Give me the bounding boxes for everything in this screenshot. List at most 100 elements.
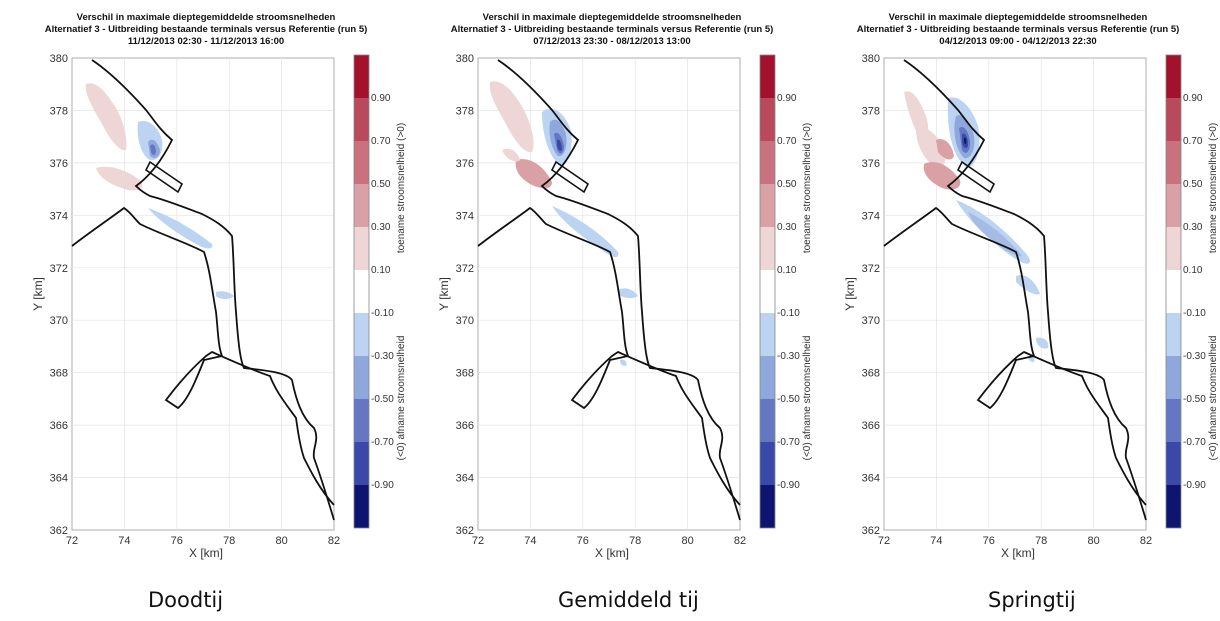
colorbar — [353, 54, 370, 529]
y-tick-label: 378 — [50, 105, 68, 117]
colorbar-band — [760, 184, 775, 227]
colorbar-lower-label: (<0) afname stroomsnelheid — [1208, 336, 1218, 461]
coastline-north — [903, 59, 1147, 521]
y-tick-label: 368 — [50, 368, 68, 380]
y-axis-label: Y [km] — [843, 277, 857, 311]
coastline-south — [71, 206, 335, 506]
colorbar-band — [354, 55, 369, 98]
colorbar-band — [760, 442, 775, 485]
colorbar-tick-label: -0.10 — [371, 308, 394, 319]
x-tick-label: 78 — [1035, 535, 1047, 547]
y-tick-label: 372 — [862, 263, 880, 275]
colorbar-band — [354, 141, 369, 184]
y-tick-label: 366 — [50, 420, 68, 432]
pier-outline — [956, 160, 996, 194]
y-tick-label: 370 — [50, 315, 68, 327]
colorbar-band — [1166, 184, 1181, 227]
colorbar-band — [760, 399, 775, 442]
colorbar-band — [760, 270, 775, 313]
figure-subtitle: Alternatief 3 - Uitbreiding bestaande te… — [451, 24, 774, 35]
colorbar-tick-label: 0.10 — [777, 265, 797, 276]
y-tick-label: 368 — [862, 368, 880, 380]
x-tick-label: 74 — [930, 535, 942, 547]
colorbar — [759, 54, 776, 529]
colorbar-band — [1166, 141, 1181, 184]
colorbar-tick-label: -0.70 — [371, 437, 394, 448]
y-tick-label: 376 — [862, 158, 880, 170]
colorbar-band — [354, 485, 369, 528]
colorbar-tick-label: 0.70 — [371, 136, 391, 147]
coastline-north — [497, 59, 741, 521]
colorbar-tick-label: 0.30 — [371, 222, 391, 233]
x-tick-label: 76 — [983, 535, 995, 547]
colorbar-band — [760, 55, 775, 98]
colorbar-tick-label: -0.90 — [371, 480, 394, 491]
colorbar-band — [354, 270, 369, 313]
coastline-south — [477, 206, 741, 506]
y-tick-label: 374 — [50, 210, 68, 222]
y-tick-label: 362 — [50, 525, 68, 537]
map-panel-doodtij: Verschil in maximale dieptegemiddelde st… — [0, 0, 406, 621]
x-tick-label: 82 — [328, 535, 340, 547]
x-axis-label: X [km] — [189, 546, 223, 560]
colorbar-tick-label: -0.50 — [777, 394, 800, 405]
colorbar-band — [760, 485, 775, 528]
colorbar-band — [354, 98, 369, 141]
pier-outline — [144, 160, 184, 194]
colorbar-tick-label: -0.50 — [371, 394, 394, 405]
colorbar-tick-label: 0.70 — [1183, 136, 1203, 147]
y-tick-label: 364 — [50, 473, 68, 485]
x-tick-label: 80 — [681, 535, 693, 547]
colorbar-upper-label: toename stroomsnelheid (>0) — [1208, 123, 1218, 253]
x-axis-label: X [km] — [595, 546, 629, 560]
panel-caption: Doodtij — [148, 588, 224, 612]
y-tick-label: 380 — [456, 53, 474, 65]
colorbar-band — [354, 356, 369, 399]
colorbar-tick-label: -0.10 — [1183, 308, 1206, 319]
y-tick-label: 376 — [456, 158, 474, 170]
y-tick-label: 378 — [456, 105, 474, 117]
x-tick-label: 80 — [1087, 535, 1099, 547]
y-axis-label: Y [km] — [437, 277, 451, 311]
colorbar-tick-label: -0.50 — [1183, 394, 1206, 405]
x-tick-label: 78 — [629, 535, 641, 547]
x-tick-label: 82 — [734, 535, 746, 547]
colorbar-tick-label: 0.50 — [777, 179, 797, 190]
x-axis-label: X [km] — [1001, 546, 1035, 560]
figure-subtitle: Alternatief 3 - Uitbreiding bestaande te… — [857, 24, 1180, 35]
x-tick-label: 76 — [171, 535, 183, 547]
x-tick-label: 72 — [66, 535, 78, 547]
x-tick-label: 72 — [878, 535, 890, 547]
x-tick-label: 76 — [577, 535, 589, 547]
x-tick-label: 74 — [524, 535, 536, 547]
x-tick-label: 80 — [275, 535, 287, 547]
colorbar-band — [1166, 98, 1181, 141]
x-tick-label: 82 — [1140, 535, 1152, 547]
colorbar-tick-label: -0.90 — [1183, 480, 1206, 491]
time-period: 07/12/2013 23:30 - 08/12/2013 13:00 — [533, 36, 690, 47]
figure-title: Verschil in maximale dieptegemiddelde st… — [889, 12, 1148, 23]
colorbar-tick-label: -0.90 — [777, 480, 800, 491]
colorbar-tick-label: 0.50 — [1183, 179, 1203, 190]
colorbar-band — [1166, 313, 1181, 356]
y-tick-label: 364 — [862, 473, 880, 485]
colorbar-frame — [759, 54, 776, 529]
y-tick-label: 370 — [456, 315, 474, 327]
colorbar-band — [354, 442, 369, 485]
y-tick-label: 370 — [862, 315, 880, 327]
colorbar-tick-label: 0.70 — [777, 136, 797, 147]
colorbar-band — [760, 356, 775, 399]
colorbar-band — [354, 399, 369, 442]
colorbar-tick-label: 0.90 — [371, 93, 391, 104]
y-tick-label: 372 — [456, 263, 474, 275]
colorbar-tick-label: -0.30 — [371, 351, 394, 362]
y-tick-label: 362 — [862, 525, 880, 537]
colorbar-tick-label: 0.50 — [371, 179, 391, 190]
map-figure: Verschil in maximale dieptegemiddelde st… — [437, 12, 812, 560]
x-tick-label: 72 — [472, 535, 484, 547]
colorbar-band — [1166, 399, 1181, 442]
map-panel-springtij: Verschil in maximale dieptegemiddelde st… — [812, 0, 1218, 621]
colorbar-tick-label: 0.90 — [1183, 93, 1203, 104]
difference-contours — [904, 91, 1049, 362]
colorbar-band — [1166, 55, 1181, 98]
